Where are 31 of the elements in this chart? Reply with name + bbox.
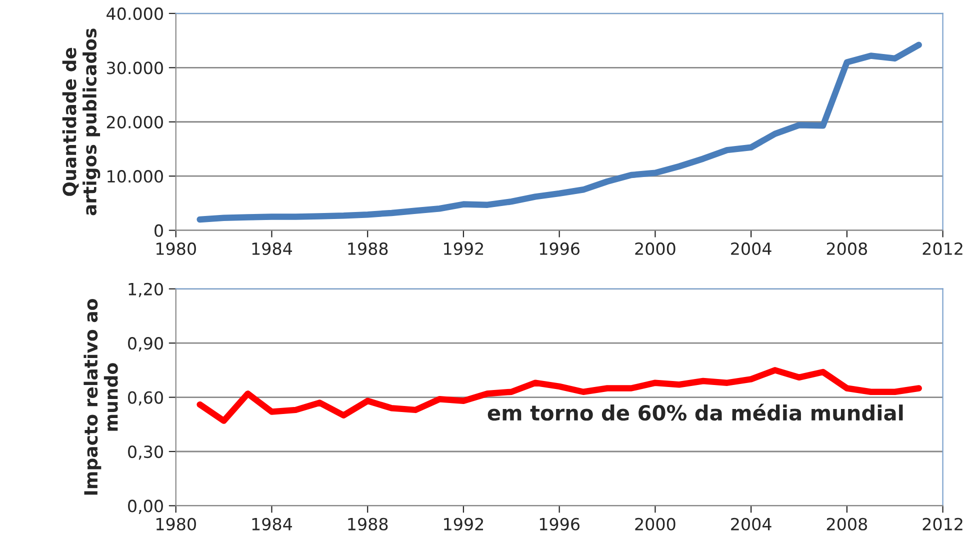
x-tick-label: 1996 [540, 518, 580, 530]
x-tick-label: 1984 [252, 242, 292, 256]
y-tick-label: 20.000 [106, 116, 163, 128]
annotation: em torno de 60% da média mundial [488, 404, 903, 421]
x-tick-label: 2004 [731, 518, 772, 530]
x-tick-label: 2000 [635, 518, 676, 530]
y-tick-label: 0 [154, 224, 163, 237]
x-tick-label: 1992 [444, 518, 483, 530]
y-tick-label: 1,20 [128, 282, 163, 298]
y-tick-label: 30.000 [107, 62, 163, 74]
y-tick-label: 0,30 [128, 445, 163, 460]
y-axis-title: Quantidade de artigos publicados [62, 28, 100, 216]
x-tick-label: 1988 [348, 242, 388, 256]
x-tick-label: 2008 [826, 518, 868, 530]
y-axis-title: Impacto relativo ao mundo [84, 299, 118, 495]
x-tick-label: 1996 [540, 242, 580, 256]
x-tick-label: 2000 [635, 242, 676, 256]
y-tick-label: 0,90 [128, 337, 163, 352]
x-tick-label: 1984 [252, 518, 292, 530]
x-tick-label: 1988 [348, 518, 388, 530]
x-tick-label: 2004 [731, 242, 772, 256]
x-tick-label: 1980 [156, 518, 196, 530]
y-tick-label: 10.000 [108, 170, 163, 183]
x-tick-label: 2008 [826, 242, 868, 256]
y-tick-label: 0,60 [128, 391, 163, 406]
x-tick-label: 1980 [156, 242, 196, 256]
x-tick-label: 2012 [922, 518, 962, 530]
y-tick-label: 40.000 [106, 7, 163, 20]
y-tick-label: 0,00 [128, 500, 163, 514]
x-tick-label: 2012 [922, 242, 962, 256]
x-tick-label: 1992 [444, 242, 483, 256]
